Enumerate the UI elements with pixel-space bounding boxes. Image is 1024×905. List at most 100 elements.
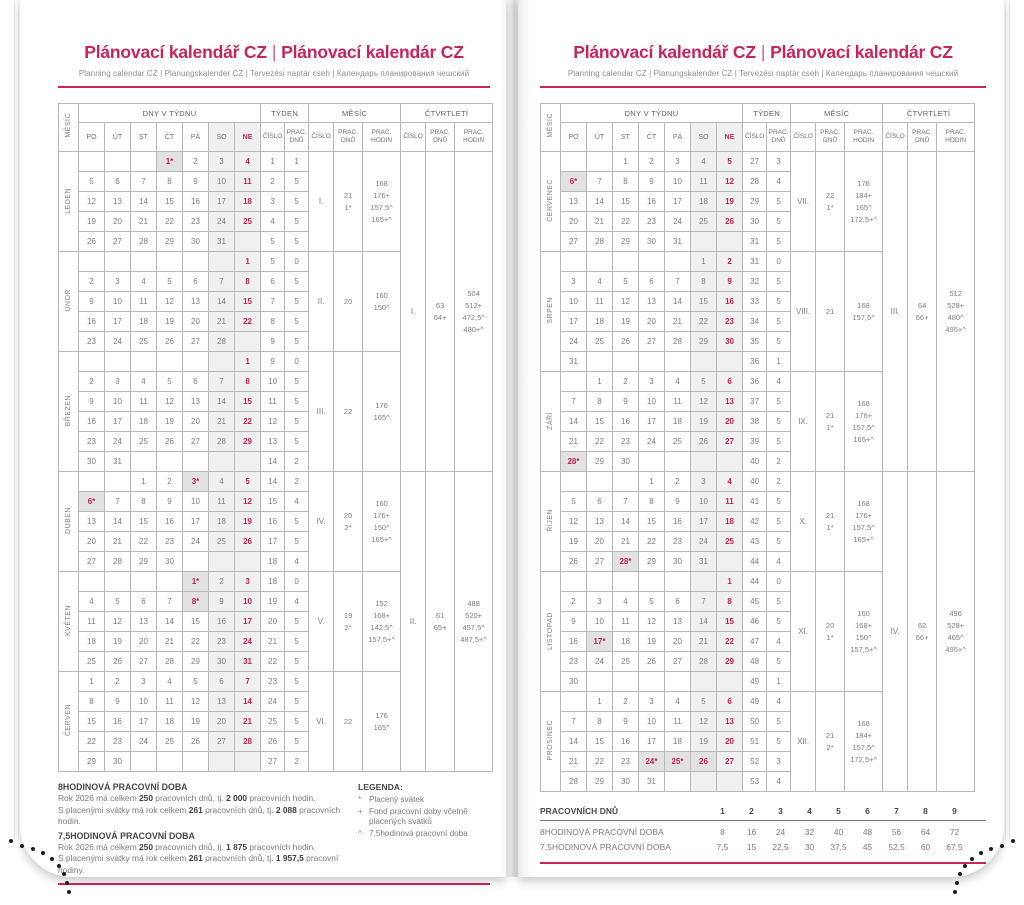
day-cell xyxy=(586,471,613,492)
value-line: 1* xyxy=(826,422,834,432)
day-cell: 18 xyxy=(664,731,691,752)
day-cell xyxy=(638,671,665,692)
week-row: 27 28 29 30 18 4 xyxy=(59,551,493,572)
day-cell: 20 xyxy=(715,411,744,432)
week-row: 15 16 17 18 19 20 21 25 5 xyxy=(59,711,493,732)
week-row: 30 31 14 2 xyxy=(59,451,493,472)
day-cell: 8 xyxy=(690,271,717,292)
week-number: 45 xyxy=(742,591,768,612)
day-cell: 11 xyxy=(664,711,691,732)
month-name: ŘÍJEN xyxy=(540,471,561,572)
value-line: 184+ xyxy=(855,190,873,200)
day-cell: 20 xyxy=(586,531,613,552)
day-cell: 30 xyxy=(104,751,131,772)
day-cell: 4 xyxy=(156,671,183,692)
day-cell: 15 xyxy=(612,191,639,212)
day-cell: 4 xyxy=(78,591,105,612)
footer-table-value: 52,5 xyxy=(888,841,905,852)
month-number-header: ČÍSLO xyxy=(790,122,817,152)
value-line: 504 xyxy=(467,288,480,298)
week-number: 42 xyxy=(742,511,768,532)
week-number: 10 xyxy=(260,371,286,392)
day-cell xyxy=(208,451,235,472)
day-cell: 6 xyxy=(182,271,209,292)
day-cell xyxy=(638,251,665,272)
quarter-number: IV. xyxy=(882,471,909,792)
day-cell: 21 xyxy=(104,531,131,552)
day-cell: 21 xyxy=(560,751,587,772)
week-number: 47 xyxy=(742,631,768,652)
week-number: 38 xyxy=(742,411,768,432)
day-cell: 28 xyxy=(156,651,183,672)
day-cell: 8 xyxy=(586,391,613,412)
day-cell: 22 xyxy=(182,631,209,652)
week-workdays: 2 xyxy=(284,451,310,472)
day-cell: 30 xyxy=(208,651,235,672)
quarter-workdays: 64 66+ xyxy=(907,151,938,472)
day-cell: 29 xyxy=(586,451,613,472)
day-cell: 14 xyxy=(233,691,262,712)
day-cell: 18 xyxy=(690,191,717,212)
day-cell xyxy=(586,571,613,592)
day-cell xyxy=(560,691,587,712)
day-cell: 14 xyxy=(612,511,639,532)
day-cell: 4 xyxy=(664,371,691,392)
day-cell: 15 xyxy=(715,611,744,632)
quarter-workdays: 63 64+ xyxy=(425,151,456,472)
value-line: 176+ xyxy=(855,510,873,520)
week-number: 21 xyxy=(260,631,286,652)
week-row: 23 24 25 26 27 28 29 48 5 xyxy=(541,651,975,672)
day-cell: 9 xyxy=(156,491,183,512)
week-number: 36 xyxy=(742,371,768,392)
week-workdays: 5 xyxy=(284,171,310,192)
month-group-header: MĚSÍC xyxy=(790,103,884,123)
day-cell: 2 xyxy=(612,371,639,392)
value-line: 19 xyxy=(343,610,353,620)
week-row: 31 36 1 xyxy=(541,351,975,372)
day-cell: 3 xyxy=(638,371,665,392)
day-cell: 18 xyxy=(233,191,262,212)
day-cell: 22 xyxy=(715,631,744,652)
day-header-po: PO xyxy=(78,122,105,152)
value-line: 488 xyxy=(467,598,480,608)
day-cell: 15 xyxy=(130,511,157,532)
day-cell xyxy=(560,471,587,492)
day-cell: 22 xyxy=(233,411,262,432)
day-cell: 15 xyxy=(78,711,105,732)
legend-symbol-plus: + xyxy=(358,806,363,816)
legend-symbol-asterisk: * xyxy=(358,794,362,804)
text-segment: 2 088 xyxy=(275,804,297,815)
day-cell: 28 xyxy=(586,231,613,252)
day-cell: 20 xyxy=(664,631,691,652)
day-cell: 8 xyxy=(130,491,157,512)
month-workdays-header: PRAC. DNŮ xyxy=(333,122,364,152)
week-number: 48 xyxy=(742,651,768,672)
week-row: 18 19 20 21 22 23 24 21 5 xyxy=(59,631,493,652)
quarter-group-header: ČTVRTLETÍ xyxy=(882,103,976,123)
week-workdays: 1 xyxy=(766,351,792,372)
day-cell xyxy=(78,151,105,172)
day-cell: 1 xyxy=(586,691,613,712)
value-line: 66+ xyxy=(915,632,929,642)
day-cell xyxy=(104,251,131,272)
week-number: 51 xyxy=(742,731,768,752)
day-cell: 6* xyxy=(560,171,587,192)
day-cell: 17 xyxy=(664,191,691,212)
day-cell: 1 xyxy=(233,251,262,272)
month-workdays: 20 xyxy=(333,251,364,352)
week-number: 2 xyxy=(260,171,286,192)
day-cell: 26 xyxy=(156,431,183,452)
text-segment: 2 000 xyxy=(226,793,248,803)
day-cell: 23 xyxy=(156,531,183,552)
header-rule xyxy=(540,86,986,88)
day-cell xyxy=(586,671,613,692)
quarter-workdays: 61 65+ xyxy=(425,471,456,772)
day-cell: 25* xyxy=(664,751,691,772)
day-cell xyxy=(690,571,717,592)
week-number: 7 xyxy=(260,291,286,312)
day-cell: 8 xyxy=(156,171,183,192)
day-cell: 2 xyxy=(208,571,235,592)
working-days-hours-table: PRACOVNÍCH DNŮ 1 2 3 4 5 6 7 8 9 8HODINOVÁ PRACOVN… xyxy=(540,802,986,864)
footer-table-value: 2 xyxy=(749,806,754,816)
value-line: 157,5^ xyxy=(852,742,875,752)
